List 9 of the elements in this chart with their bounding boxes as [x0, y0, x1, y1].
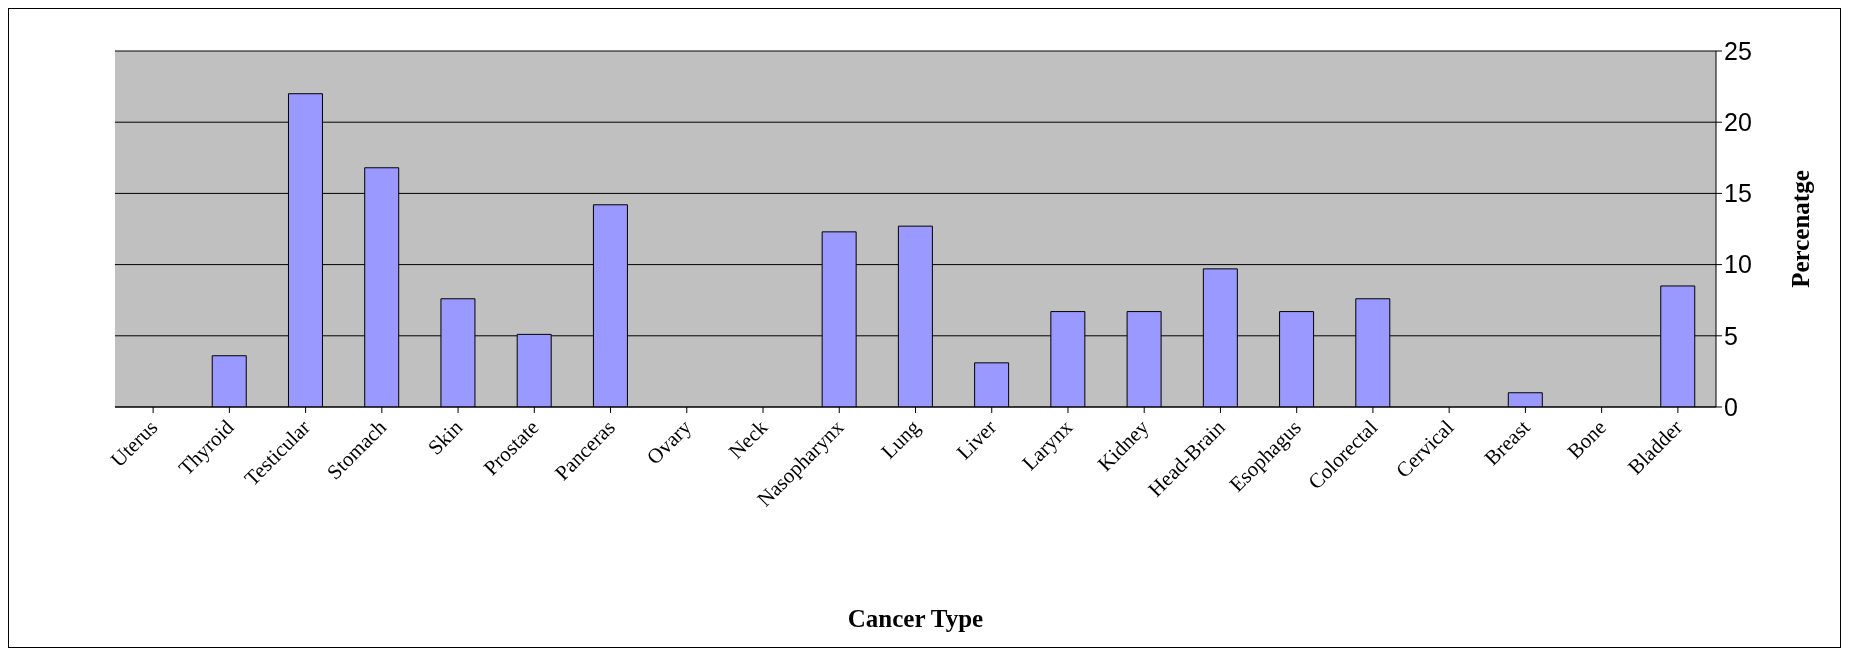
y-tick-label: 10 — [1724, 250, 1752, 279]
y-tick-label: 0 — [1724, 392, 1738, 421]
y-tick-label: 5 — [1724, 321, 1738, 350]
x-axis-title: Cancer Type — [847, 605, 984, 632]
y-tick-label: 20 — [1724, 108, 1752, 137]
y-tick-label: 15 — [1724, 179, 1752, 208]
y-axis-title: Percenatge — [1786, 170, 1814, 288]
x-tick-label: Skin — [423, 414, 468, 460]
y-tick-label: 25 — [1724, 36, 1752, 65]
